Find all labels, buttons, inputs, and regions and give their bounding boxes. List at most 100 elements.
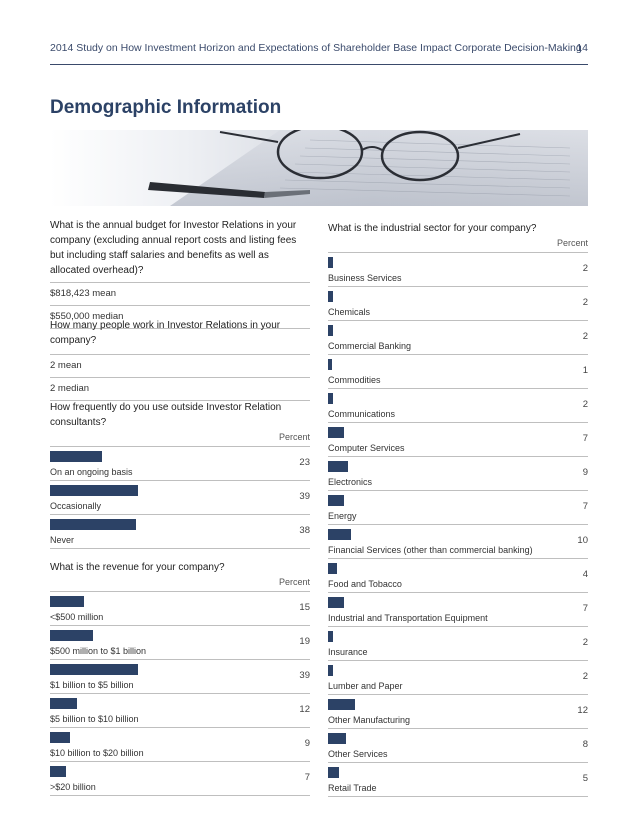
data-label: 9 xyxy=(304,738,310,749)
sector-chart: What is the industrial sector for your c… xyxy=(328,221,588,797)
category-label: Food and Tobacco xyxy=(328,579,402,589)
budget-mean: $818,423 mean xyxy=(50,282,310,305)
budget-block: What is the annual budget for Investor R… xyxy=(50,218,310,329)
bar xyxy=(50,485,138,496)
chart-row: 9 $10 billion to $20 billion xyxy=(50,728,310,762)
category-label: Industrial and Transportation Equipment xyxy=(328,613,488,623)
people-question: How many people work in Investor Relatio… xyxy=(50,320,281,346)
chart-row: 9 Electronics xyxy=(328,457,588,491)
bar xyxy=(50,630,93,641)
bar xyxy=(328,699,355,710)
chart-rows: 23 On an ongoing basis 39 Occasionally 38 Nev… xyxy=(50,447,310,549)
chart-row: 2 Lumber and Paper xyxy=(328,661,588,695)
data-label: 23 xyxy=(299,457,310,468)
bar xyxy=(328,631,333,642)
data-label: 7 xyxy=(304,772,310,783)
bar xyxy=(328,767,340,778)
chart-row: 7 Energy xyxy=(328,491,588,525)
data-label: 2 xyxy=(582,331,588,342)
category-label: Electronics xyxy=(328,477,373,487)
percent-header: Percent xyxy=(50,575,310,592)
category-label: Insurance xyxy=(328,647,368,657)
category-label: Commodities xyxy=(328,375,381,385)
category-label: Other Manufacturing xyxy=(328,715,411,725)
bar xyxy=(50,698,77,709)
data-label: 19 xyxy=(299,636,310,647)
category-label: Business Services xyxy=(328,273,402,283)
category-label: <$500 million xyxy=(50,612,104,622)
people-median: 2 median xyxy=(50,377,310,401)
category-label: Commercial Banking xyxy=(328,341,412,351)
data-label: 39 xyxy=(299,670,310,681)
bar xyxy=(328,529,351,540)
data-label: 2 xyxy=(582,671,588,682)
chart-rows: 15 <$500 million 19 $500 million to $1 bill… xyxy=(50,592,310,796)
category-label: Financial Services (other than commercia… xyxy=(328,545,533,555)
data-label: 2 xyxy=(582,637,588,648)
chart-row: 2 Chemicals xyxy=(328,287,588,321)
data-label: 7 xyxy=(582,603,588,614)
consultants-chart: How frequently do you use outside Invest… xyxy=(50,400,310,549)
bar xyxy=(328,563,337,574)
bar xyxy=(50,451,102,462)
data-label: 2 xyxy=(582,263,588,274)
data-label: 5 xyxy=(582,773,588,784)
category-label: $5 billion to $10 billion xyxy=(50,714,139,724)
chart-row: 10 Financial Services (other than commerc… xyxy=(328,525,588,559)
chart-row: 8 Other Services xyxy=(328,729,588,763)
bar xyxy=(50,732,71,743)
chart-title: How frequently do you use outside Invest… xyxy=(50,402,282,428)
bar xyxy=(328,359,332,370)
chart-row: 39 $1 billion to $5 billion xyxy=(50,660,310,694)
chart-row: 23 On an ongoing basis xyxy=(50,447,310,481)
category-label: $1 billion to $5 billion xyxy=(50,680,134,690)
budget-question: What is the annual budget for Investor R… xyxy=(50,220,297,276)
section-title: Demographic Information xyxy=(50,97,282,118)
data-label: 39 xyxy=(299,491,310,502)
bar xyxy=(328,461,349,472)
category-label: $10 billion to $20 billion xyxy=(50,748,144,758)
chart-row: 2 Commercial Banking xyxy=(328,321,588,355)
chart-row: 2 Communications xyxy=(328,389,588,423)
data-label: 9 xyxy=(582,467,588,478)
category-label: Lumber and Paper xyxy=(328,681,403,691)
category-label: Never xyxy=(50,535,75,545)
chart-row: 39 Occasionally xyxy=(50,481,310,515)
chart-row: 7 Industrial and Transportation Equipment xyxy=(328,593,588,627)
data-label: 2 xyxy=(582,399,588,410)
data-label: 12 xyxy=(577,705,588,716)
chart-rows: 2 Business Services 2 Chemicals 2 Commercial … xyxy=(328,253,588,797)
data-label: 10 xyxy=(577,535,588,546)
category-label: Energy xyxy=(328,511,357,521)
chart-row: 4 Food and Tobacco xyxy=(328,559,588,593)
chart-row: 5 Retail Trade xyxy=(328,763,588,797)
budget-median: $550,000 median xyxy=(50,305,310,329)
data-label: 38 xyxy=(299,525,310,536)
chart-row: 12 $5 billion to $10 billion xyxy=(50,694,310,728)
category-label: On an ongoing basis xyxy=(50,467,133,477)
bar xyxy=(50,664,138,675)
bar xyxy=(50,766,66,777)
category-label: Retail Trade xyxy=(328,783,377,793)
category-label: Chemicals xyxy=(328,307,371,317)
report-title: 2014 Study on How Investment Horizon and… xyxy=(50,42,582,54)
revenue-chart: What is the revenue for your company? Pe… xyxy=(50,560,310,796)
bar xyxy=(328,291,333,302)
chart-row: 15 <$500 million xyxy=(50,592,310,626)
chart-row: 19 $500 million to $1 billion xyxy=(50,626,310,660)
bar xyxy=(328,325,333,336)
chart-title: What is the revenue for your company? xyxy=(50,562,225,573)
data-label: 12 xyxy=(299,704,310,715)
category-label: Other Services xyxy=(328,749,388,759)
bar xyxy=(328,597,344,608)
data-label: 7 xyxy=(582,433,588,444)
glasses-and-newspaper-photo xyxy=(50,130,588,206)
bar xyxy=(328,733,346,744)
chart-row: 2 Business Services xyxy=(328,253,588,287)
chart-row: 38 Never xyxy=(50,515,310,549)
header-rule xyxy=(50,64,588,65)
percent-header: Percent xyxy=(328,236,588,253)
people-mean: 2 mean xyxy=(50,354,310,377)
chart-row: 2 Insurance xyxy=(328,627,588,661)
chart-row: 7 >$20 billion xyxy=(50,762,310,796)
